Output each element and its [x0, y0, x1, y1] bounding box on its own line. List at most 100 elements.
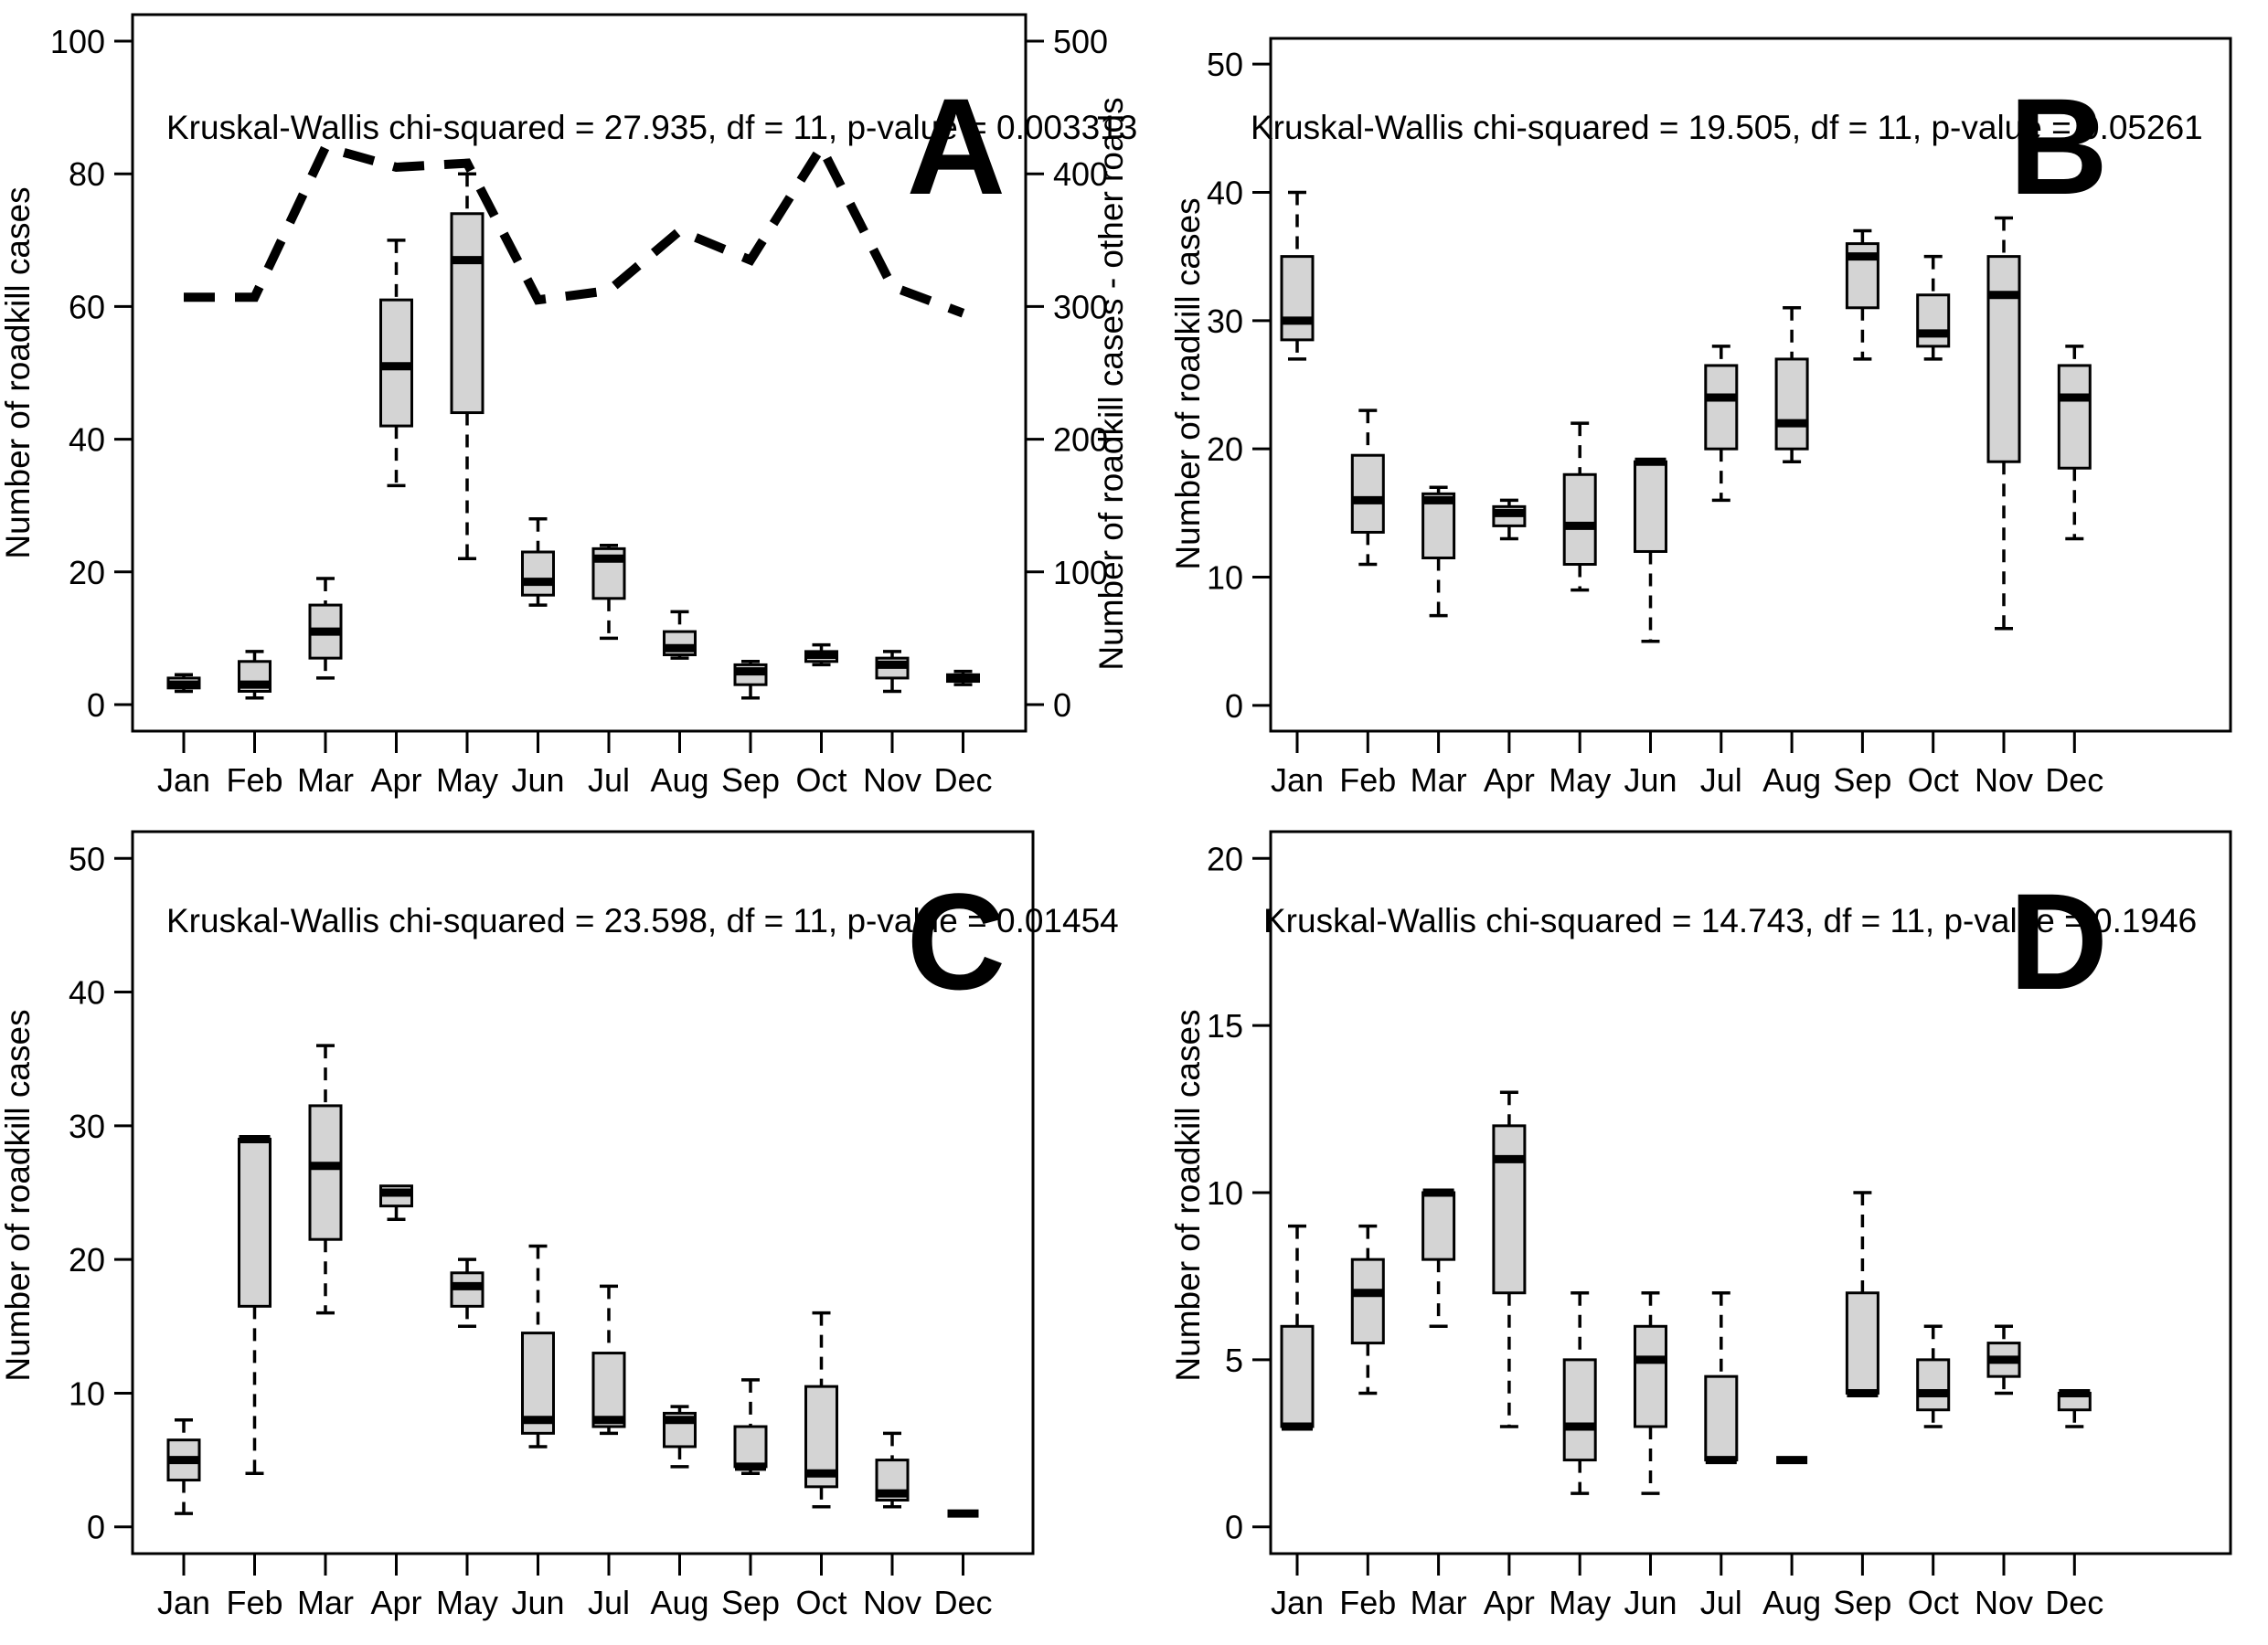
month-label-b-jun: Jun	[1624, 761, 1677, 799]
boxplot-b-sep	[1845, 228, 1879, 361]
box-d-apr	[1492, 1124, 1527, 1295]
boxplot-a-nov	[875, 650, 910, 694]
y-tick-label-b-50: 50	[1207, 46, 1243, 83]
y-tick-label-b-10: 10	[1207, 559, 1243, 597]
month-label-c-feb: Feb	[226, 1584, 282, 1621]
panel-letter-b: B	[2009, 69, 2108, 223]
box-b-aug	[1774, 357, 1809, 451]
month-label-a-jan: Jan	[157, 761, 210, 799]
boxplot-b-aug	[1774, 306, 1809, 463]
boxplot-d-jul	[1704, 1290, 1739, 1465]
boxplot-d-nov	[1986, 1324, 2021, 1396]
y-tick-label-c-50: 50	[69, 840, 105, 877]
boxplot-a-sep	[733, 660, 768, 700]
month-label-d-mar: Mar	[1411, 1584, 1467, 1621]
month-label-b-apr: Apr	[1484, 761, 1535, 799]
box-b-may	[1562, 472, 1597, 567]
box-c-feb	[238, 1137, 272, 1308]
boxplot-b-mar	[1421, 485, 1456, 618]
boxplot-c-aug	[663, 1405, 697, 1469]
box-b-feb	[1350, 453, 1385, 534]
y-tick-label-a-80: 80	[69, 155, 105, 193]
month-label-c-oct: Oct	[795, 1584, 847, 1621]
panel-c-frame	[131, 830, 1035, 1555]
month-label-b-sep: Sep	[1833, 761, 1891, 799]
boxplot-d-oct	[1916, 1324, 1951, 1428]
boxplot-a-feb	[238, 650, 272, 700]
box-d-jul	[1704, 1374, 1739, 1462]
y-axis-label-b: Number of roadkill cases	[1169, 197, 1207, 569]
y-tick-label-d-0: 0	[1225, 1509, 1243, 1546]
month-label-d-jul: Jul	[1700, 1584, 1742, 1621]
box-d-mar	[1421, 1191, 1456, 1261]
panel-a-frame	[131, 13, 1028, 733]
box-d-sep	[1845, 1291, 1879, 1395]
panel-D-chart: 0 5 10 15 20 Jan Feb Mar Apr May Jun Jul Aug Sep Oct No…	[1169, 830, 2232, 1621]
boxplot-b-apr	[1492, 498, 1527, 541]
boxplot-d-feb	[1350, 1224, 1385, 1396]
month-label-c-jul: Jul	[588, 1584, 630, 1621]
right-y-tick-label-a-500: 500	[1053, 23, 1108, 60]
y-tick-label-b-30: 30	[1207, 302, 1243, 340]
month-label-d-oct: Oct	[1908, 1584, 1959, 1621]
y-axis-label-d: Number of roadkill cases	[1169, 1009, 1207, 1381]
month-label-c-may: May	[436, 1584, 498, 1621]
right-y-tick-label-a-100: 100	[1053, 554, 1108, 591]
y-tick-label-c-30: 30	[69, 1108, 105, 1145]
month-label-a-nov: Nov	[863, 761, 921, 799]
boxplot-c-mar	[308, 1044, 343, 1315]
boxplot-c-nov	[875, 1431, 910, 1509]
month-label-d-apr: Apr	[1484, 1584, 1535, 1621]
boxplot-c-oct	[804, 1311, 838, 1509]
month-label-c-mar: Mar	[297, 1584, 354, 1621]
month-label-a-sep: Sep	[721, 761, 780, 799]
boxplot-b-may	[1562, 421, 1597, 592]
y-tick-label-a-20: 20	[69, 554, 105, 591]
box-b-dec	[2057, 364, 2092, 470]
month-label-a-aug: Aug	[650, 761, 708, 799]
box-d-jun	[1634, 1324, 1667, 1428]
month-label-c-jan: Jan	[157, 1584, 210, 1621]
month-label-a-apr: Apr	[370, 761, 421, 799]
month-label-a-jul: Jul	[588, 761, 630, 799]
boxplot-b-jun	[1634, 457, 1667, 643]
month-label-b-may: May	[1549, 761, 1611, 799]
box-b-jun	[1634, 460, 1667, 553]
box-d-jan	[1280, 1324, 1315, 1428]
boxplot-d-jan	[1280, 1224, 1315, 1431]
y-tick-label-d-10: 10	[1207, 1174, 1243, 1212]
boxplot-a-oct	[804, 642, 838, 667]
month-label-c-sep: Sep	[721, 1584, 780, 1621]
panel-C-chart: 0 10 20 30 40 50 Jan Feb Mar Apr May Jun Jul Aug Sep Oc…	[0, 830, 1119, 1621]
boxplot-a-dec	[946, 669, 980, 686]
month-label-a-oct: Oct	[795, 761, 847, 799]
y-axis-label-a: Number of roadkill cases	[0, 186, 37, 558]
boxplot-b-oct	[1916, 254, 1951, 361]
panel-A-chart: 0 20 40 60 80 100 Jan Feb Mar Apr May Jun Jul Aug Sep O…	[0, 13, 1137, 799]
boxplot-a-may	[450, 172, 484, 561]
box-d-oct	[1916, 1358, 1951, 1412]
month-label-b-oct: Oct	[1908, 761, 1959, 799]
y-tick-label-a-40: 40	[69, 421, 105, 459]
month-label-d-nov: Nov	[1975, 1584, 2033, 1621]
y-tick-label-b-40: 40	[1207, 174, 1243, 211]
y-tick-label-b-20: 20	[1207, 430, 1243, 468]
boxplot-c-jun	[521, 1244, 555, 1449]
month-label-b-nov: Nov	[1975, 761, 2033, 799]
y-tick-label-c-20: 20	[69, 1241, 105, 1279]
box-c-mar	[308, 1104, 343, 1241]
month-label-c-dec: Dec	[933, 1584, 992, 1621]
y-tick-label-a-100: 100	[50, 23, 105, 60]
panel-b-frame	[1269, 37, 2232, 733]
month-label-a-feb: Feb	[226, 761, 282, 799]
boxplot-b-nov	[1986, 216, 2021, 631]
boxplot-a-apr	[379, 239, 413, 488]
boxplot-c-apr	[379, 1184, 413, 1222]
month-label-d-may: May	[1549, 1584, 1611, 1621]
other-roads-line-a	[184, 138, 965, 318]
box-b-jul	[1704, 364, 1739, 451]
month-label-c-apr: Apr	[370, 1584, 421, 1621]
month-label-a-jun: Jun	[511, 761, 564, 799]
boxplot-a-jun	[521, 516, 555, 607]
stat-text-c: Kruskal-Wallis chi-squared = 23.598, df …	[166, 902, 1119, 939]
